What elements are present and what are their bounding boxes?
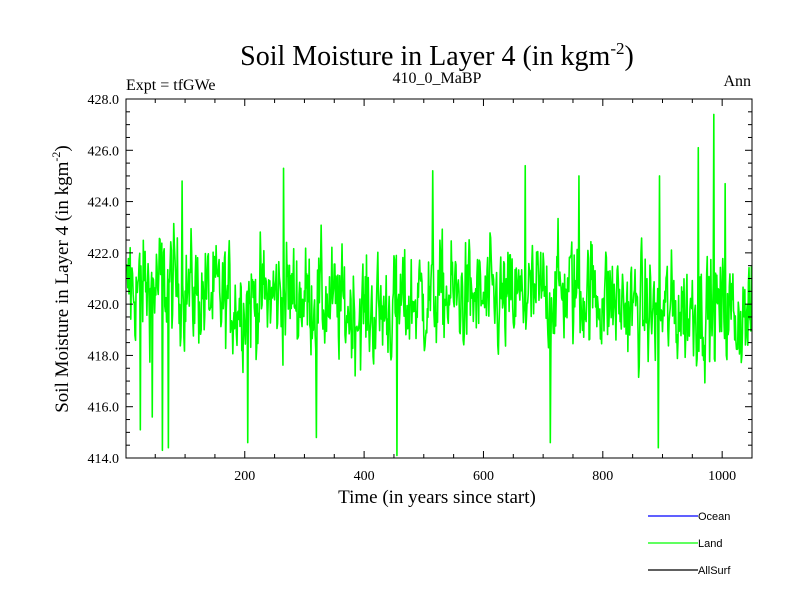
x-tick-label: 1000: [708, 469, 736, 484]
chart-title: Soil Moisture in Layer 4 (in kgm-2): [240, 39, 634, 72]
y-tick-label: 426.0: [88, 144, 120, 159]
series-line-land: [126, 113, 752, 457]
subtitle-season: Ann: [723, 73, 751, 90]
chart-title-end: ): [625, 41, 634, 72]
x-tick-label: 600: [473, 469, 494, 484]
y-axis-label-sup: -2: [49, 152, 63, 162]
legend: Ocean Land AllSurf: [648, 511, 731, 577]
x-tick-label: 800: [592, 469, 613, 484]
y-axis-label-main: Soil Moisture in Layer 4 (in kgm: [52, 161, 73, 412]
legend-label-land: Land: [698, 538, 722, 550]
axis-layer: 414.0 416.0 418.0 420.0 422.0 424.0 426.0 428.0…: [88, 93, 752, 484]
y-tick-label: 422.0: [88, 247, 120, 262]
y-tick-label: 420.0: [88, 298, 120, 313]
y-axis-label-end: ): [52, 145, 73, 151]
y-tick-label: 424.0: [88, 196, 120, 211]
x-tick-label: 200: [234, 469, 255, 484]
y-axis-label: Soil Moisture in Layer 4 (in kgm-2): [49, 145, 73, 413]
series-layer: [126, 113, 752, 457]
chart-title-main: Soil Moisture in Layer 4 (in kgm: [240, 41, 610, 72]
subtitle-run: 410_0_MaBP: [393, 70, 482, 87]
x-axis-label: Time (in years since start): [338, 487, 536, 508]
y-tick-label: 416.0: [88, 401, 120, 416]
y-tick-label: 418.0: [88, 349, 120, 364]
legend-label-allsurf: AllSurf: [698, 565, 731, 577]
chart-title-sup: -2: [610, 39, 624, 58]
subtitle-experiment: Expt = tfGWe: [126, 77, 216, 94]
x-tick-label: 400: [354, 469, 375, 484]
y-tick-label: 414.0: [88, 452, 120, 467]
y-tick-label: 428.0: [88, 93, 120, 108]
legend-label-ocean: Ocean: [698, 511, 730, 523]
